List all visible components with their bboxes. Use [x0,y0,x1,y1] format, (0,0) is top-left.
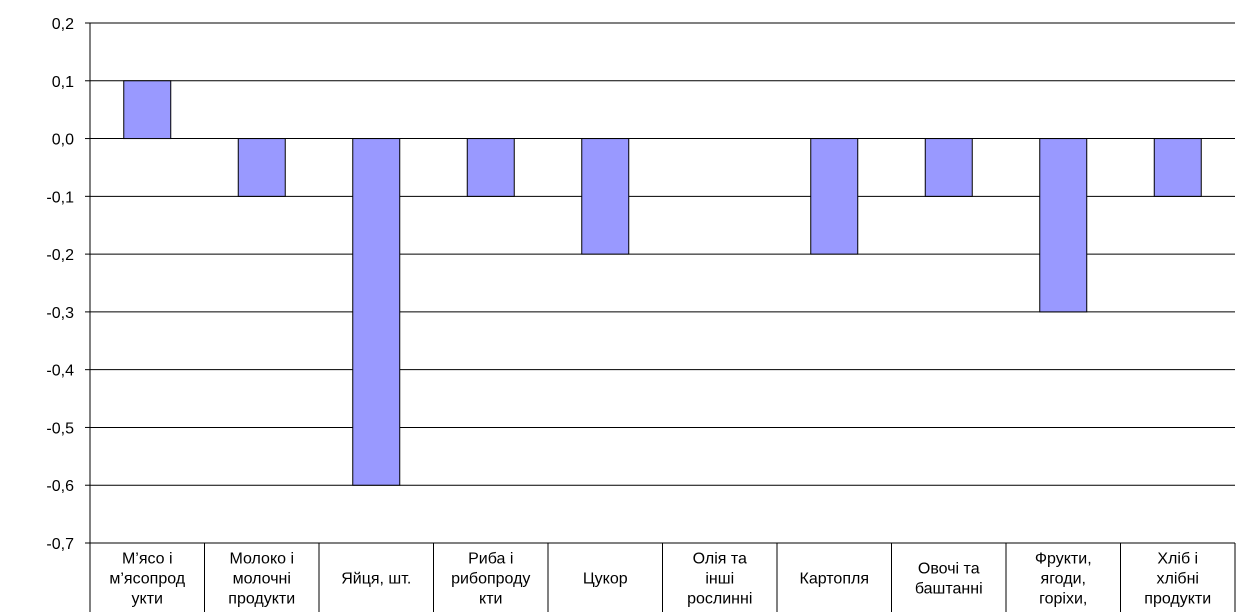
y-tick-label: -0,1 [46,189,74,206]
category-label: Хліб і [1157,551,1198,568]
bars [123,80,1202,486]
bar [924,138,973,197]
y-tick-label: -0,6 [46,478,74,495]
bar [1039,138,1088,313]
category-label: м’ясопрод [109,571,185,588]
bar [581,138,630,255]
y-tick-label: -0,5 [46,420,74,437]
y-tick-label: -0,7 [46,536,74,553]
category-label: хлібні [1157,571,1199,588]
category-label: ягоди, [1041,571,1086,588]
bar [810,138,859,255]
category-label: інші [705,571,734,588]
category-table: М’ясо і м’ясопрод укти Молоко і молочні проду… [109,543,1236,612]
y-tick-labels: 0,2 0,1 0,0 -0,1 -0,2 -0,3 -0,4 -0,5 -0,6 -0,7 [46,16,74,553]
category-label: рослинні [687,591,752,608]
category-label: Цукор [583,571,628,588]
y-tick-label: 0,2 [52,16,74,33]
category-label: Картопля [800,571,869,588]
bar [1153,138,1202,197]
bar [466,138,515,197]
category-label: продукти [1144,591,1211,608]
axes [85,22,1235,612]
bar [123,80,172,140]
y-tick-label: 0,0 [52,132,74,149]
category-label: рибопроду [451,571,530,588]
category-label: М’ясо і [122,551,173,568]
bar [237,138,286,197]
y-tick-label: 0,1 [52,74,74,91]
category-label: Риба і [468,551,513,568]
category-label: Молоко і [229,551,294,568]
category-label: молочні [233,571,291,588]
y-tick-label: -0,3 [46,305,74,322]
category-label: Яйця, шт. [341,571,411,588]
category-label: баштанні [915,581,983,598]
category-label: кти [479,591,502,608]
category-label: Олія та [693,551,747,568]
bar [352,138,401,486]
category-label: продукти [228,591,295,608]
category-label: Фрукти, [1035,551,1092,568]
y-tick-label: -0,2 [46,247,74,264]
category-label: горіхи, [1039,591,1087,608]
y-tick-label: -0,4 [46,363,74,380]
category-label: укти [132,591,163,608]
category-label: Овочі та [918,561,980,578]
